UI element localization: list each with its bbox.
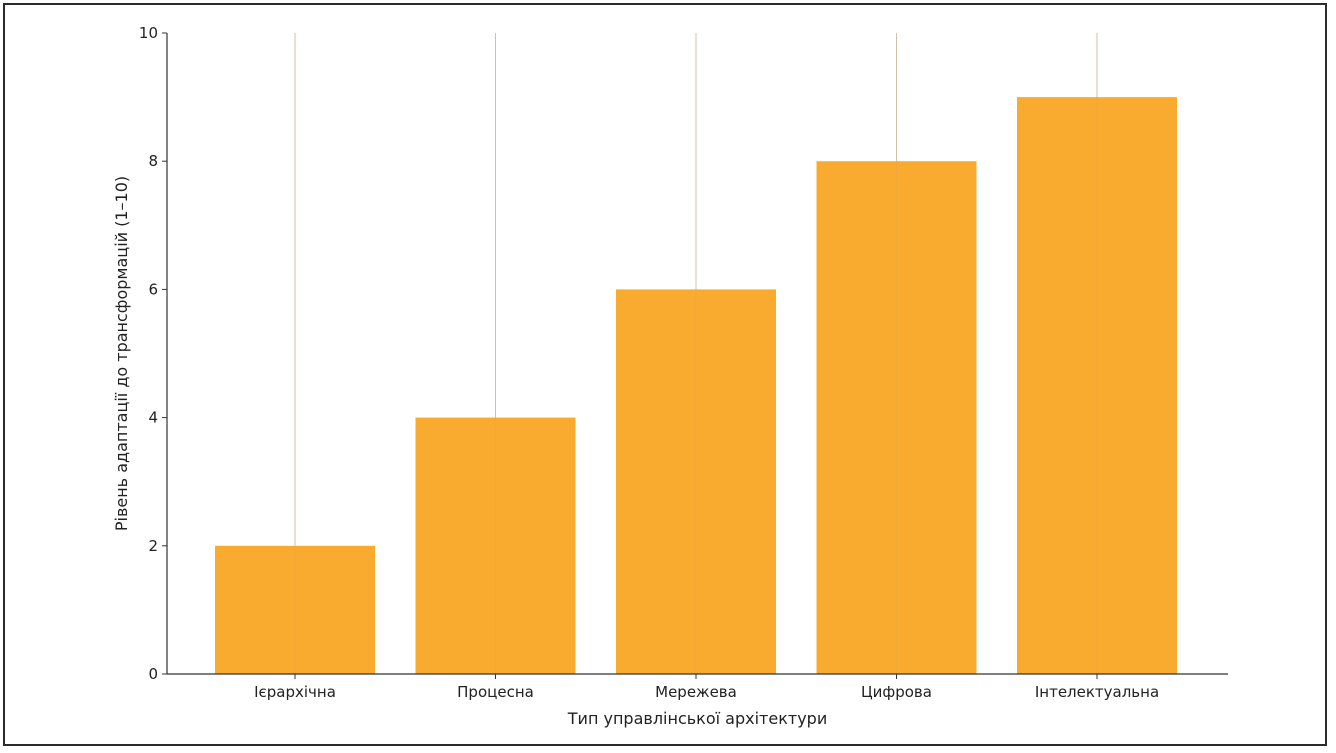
axes <box>162 32 1228 679</box>
y-tick-label: 4 <box>148 409 158 427</box>
y-axis-label: Рівень адаптації до трансформацій (1–10) <box>112 176 131 531</box>
x-tick-label: Цифрова <box>861 683 932 701</box>
y-tick-label: 8 <box>148 152 158 170</box>
y-tick-label: 10 <box>139 24 158 42</box>
x-axis-label: Тип управлінської архітектури <box>567 709 827 728</box>
x-tick-label: Мережева <box>655 683 737 701</box>
x-tick-label: Процесна <box>457 683 534 701</box>
y-tick-label: 2 <box>148 537 158 555</box>
tick-labels: Ієрархічна Процесна Мережева Цифрова Інтелек… <box>139 24 1159 701</box>
bar-chart: Ієрархічна Процесна Мережева Цифрова Інтелек… <box>112 24 1228 728</box>
bars <box>215 33 1177 675</box>
chart-frame: Ієрархічна Процесна Мережева Цифрова Інтелек… <box>3 3 1327 746</box>
y-tick-label: 0 <box>148 665 158 683</box>
x-tick-label: Інтелектуальна <box>1035 683 1159 701</box>
x-tick-label: Ієрархічна <box>254 683 336 701</box>
y-tick-label: 6 <box>148 280 158 298</box>
